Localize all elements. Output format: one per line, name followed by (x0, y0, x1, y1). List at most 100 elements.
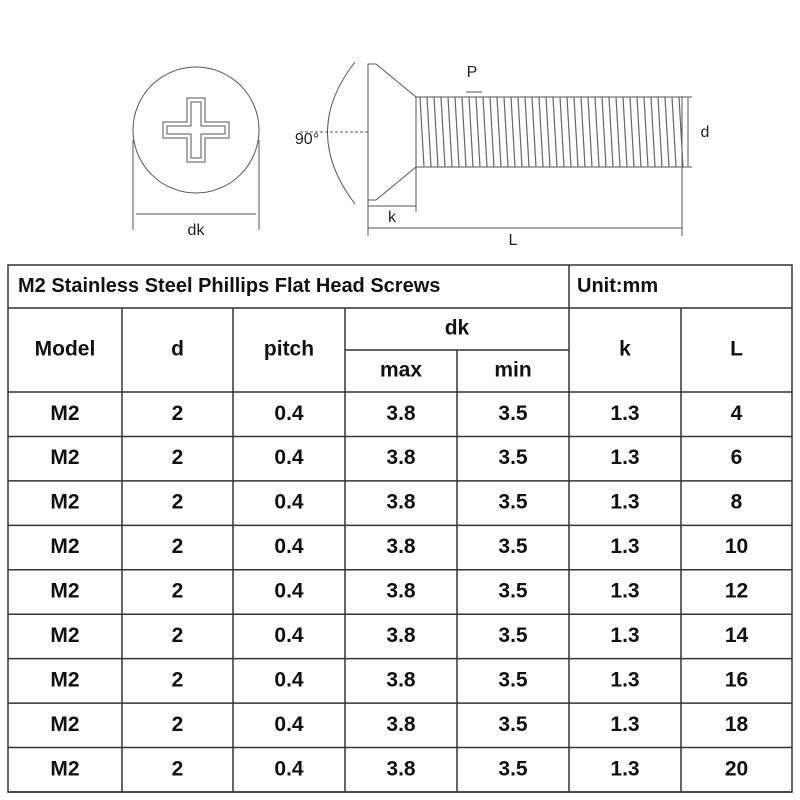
table-cell: 3.5 (498, 491, 528, 514)
table-cell: 1.3 (610, 580, 639, 603)
pitch-label: P (467, 64, 478, 81)
thread (447, 96, 453, 168)
column-header: d (171, 338, 184, 361)
thread (629, 96, 635, 168)
table-cell: 2 (172, 402, 184, 425)
table-cell: M2 (50, 402, 79, 425)
thread (566, 96, 572, 168)
table-cell: 3.5 (498, 757, 528, 780)
thread (531, 96, 537, 168)
thread (615, 96, 621, 168)
table-cell: 3.8 (386, 402, 416, 425)
table-cell: 0.4 (274, 535, 304, 558)
table-cell: 3.8 (386, 624, 416, 647)
table-unit: Unit:mm (577, 275, 658, 297)
thread (580, 96, 586, 168)
table-cell: 0.4 (274, 713, 304, 736)
table-cell: 2 (172, 491, 184, 514)
column-header: Model (35, 338, 96, 361)
thread (454, 96, 460, 168)
column-subheader: max (380, 359, 422, 382)
table-cell: 2 (172, 624, 184, 647)
table-cell: 2 (172, 446, 184, 469)
thread (524, 96, 530, 168)
table-cell: M2 (50, 580, 79, 603)
table-cell: 0.4 (274, 668, 304, 691)
table-cell: 1.3 (610, 713, 639, 736)
thread (475, 96, 481, 168)
table-cell: 1.3 (610, 402, 639, 425)
thread (545, 96, 551, 168)
table-cell: 3.8 (386, 580, 416, 603)
phillips-inner (166, 101, 226, 159)
head-circle (132, 66, 260, 194)
thread (538, 96, 544, 168)
table-cell: 3.8 (386, 713, 416, 736)
table-cell: 2 (172, 757, 184, 780)
thread (426, 96, 432, 168)
angle-label: 90° (295, 131, 319, 148)
thread (601, 96, 607, 168)
table-cell: 2 (172, 535, 184, 558)
spec-table: M2 Stainless Steel Phillips Flat Head Sc… (7, 264, 793, 793)
table-title: M2 Stainless Steel Phillips Flat Head Sc… (18, 275, 440, 297)
thread (622, 96, 628, 168)
phillips-recess (162, 97, 230, 163)
table-cell: 1.3 (610, 446, 639, 469)
column-header: dk (445, 317, 470, 340)
table-cell: 1.3 (610, 491, 639, 514)
table-cell: 12 (725, 580, 748, 603)
table-cell: 0.4 (274, 446, 304, 469)
thread (440, 96, 446, 168)
table-cell: 4 (731, 402, 743, 425)
thread (552, 96, 558, 168)
screw-head (367, 63, 417, 201)
thread (636, 96, 642, 168)
table-cell: M2 (50, 668, 79, 691)
side-view: 90° P d k L (295, 61, 710, 249)
thread (650, 96, 656, 168)
thread (482, 96, 488, 168)
table-cell: 2 (172, 668, 184, 691)
column-header: L (730, 338, 743, 361)
table-cell: 1.3 (610, 757, 639, 780)
table-cell: 6 (731, 446, 743, 469)
table-cell: 0.4 (274, 580, 304, 603)
table-cell: 0.4 (274, 757, 304, 780)
thread (573, 96, 579, 168)
angle-arc (327, 61, 356, 205)
table-cell: M2 (50, 446, 79, 469)
thread (468, 96, 474, 168)
table-cell: M2 (50, 713, 79, 736)
table-cell: 3.8 (386, 668, 416, 691)
k-label: k (388, 209, 397, 226)
table-cell: 16 (725, 668, 748, 691)
thread (678, 96, 684, 168)
table-cell: M2 (50, 624, 79, 647)
top-view: dk (132, 66, 260, 239)
table-cell: 3.5 (498, 446, 528, 469)
thread (587, 96, 593, 168)
table-cell: 3.5 (498, 580, 528, 603)
table-cell: M2 (50, 757, 79, 780)
table-cell: 18 (725, 713, 749, 736)
column-subheader: min (494, 359, 531, 382)
d-label: d (701, 124, 710, 141)
table-cell: M2 (50, 535, 79, 558)
screw-shank (415, 96, 683, 168)
table-cell: 3.8 (386, 446, 416, 469)
table-cell: 2 (172, 580, 184, 603)
dk-label: dk (188, 222, 206, 239)
thread (461, 96, 467, 168)
thread (608, 96, 614, 168)
thread (657, 96, 663, 168)
table-cell: 3.8 (386, 757, 416, 780)
table-cell: 0.4 (274, 402, 304, 425)
table-cell: 8 (731, 491, 743, 514)
thread (594, 96, 600, 168)
table-cell: 3.8 (386, 491, 416, 514)
table-cell: 20 (725, 757, 748, 780)
thread (517, 96, 523, 168)
thread (419, 96, 425, 168)
